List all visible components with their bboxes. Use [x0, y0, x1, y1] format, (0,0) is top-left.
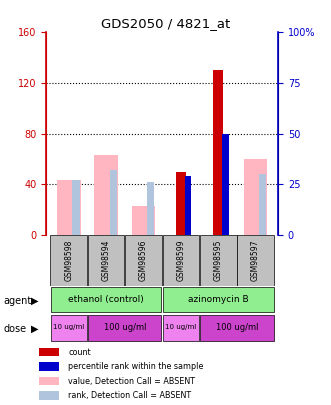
Bar: [237, 235, 274, 286]
Text: 100 ug/ml: 100 ug/ml: [104, 323, 146, 332]
Bar: [176, 172, 186, 235]
Bar: [163, 287, 273, 313]
Bar: [259, 174, 266, 235]
Text: 10 ug/ml: 10 ug/ml: [53, 324, 84, 330]
Text: 10 ug/ml: 10 ug/ml: [165, 324, 197, 330]
Text: GSM98599: GSM98599: [176, 239, 185, 281]
Bar: [125, 235, 162, 286]
Text: value, Detection Call = ABSENT: value, Detection Call = ABSENT: [68, 377, 195, 386]
Bar: [94, 155, 118, 235]
Bar: [72, 180, 79, 235]
Text: percentile rank within the sample: percentile rank within the sample: [68, 362, 204, 371]
Bar: [200, 235, 237, 286]
Bar: [88, 235, 124, 286]
Text: rank, Detection Call = ABSENT: rank, Detection Call = ABSENT: [68, 391, 191, 400]
Text: agent: agent: [3, 296, 31, 305]
Bar: [50, 235, 87, 286]
Bar: [88, 315, 162, 341]
Bar: [39, 362, 59, 371]
Text: dose: dose: [3, 324, 26, 334]
Bar: [213, 70, 223, 235]
Bar: [51, 287, 162, 313]
Text: GSM98597: GSM98597: [251, 239, 260, 281]
Bar: [39, 377, 59, 385]
Text: ▶: ▶: [30, 324, 38, 334]
Bar: [110, 170, 117, 235]
Text: count: count: [68, 348, 91, 357]
Bar: [132, 206, 155, 235]
Text: GSM98595: GSM98595: [214, 239, 223, 281]
Text: GDS2050 / 4821_at: GDS2050 / 4821_at: [101, 17, 230, 30]
Text: ethanol (control): ethanol (control): [68, 294, 144, 304]
Text: GSM98598: GSM98598: [64, 239, 73, 281]
Text: GSM98596: GSM98596: [139, 239, 148, 281]
Bar: [185, 176, 191, 235]
Bar: [57, 181, 80, 235]
Text: azinomycin B: azinomycin B: [188, 294, 249, 304]
Bar: [147, 182, 154, 235]
Bar: [39, 391, 59, 400]
Bar: [200, 315, 273, 341]
Bar: [51, 315, 87, 341]
Bar: [163, 235, 199, 286]
Text: GSM98594: GSM98594: [102, 239, 111, 281]
Bar: [244, 159, 267, 235]
Bar: [163, 315, 199, 341]
Text: 100 ug/ml: 100 ug/ml: [216, 323, 258, 332]
Text: ▶: ▶: [30, 296, 38, 305]
Bar: [39, 348, 59, 356]
Bar: [222, 134, 229, 235]
